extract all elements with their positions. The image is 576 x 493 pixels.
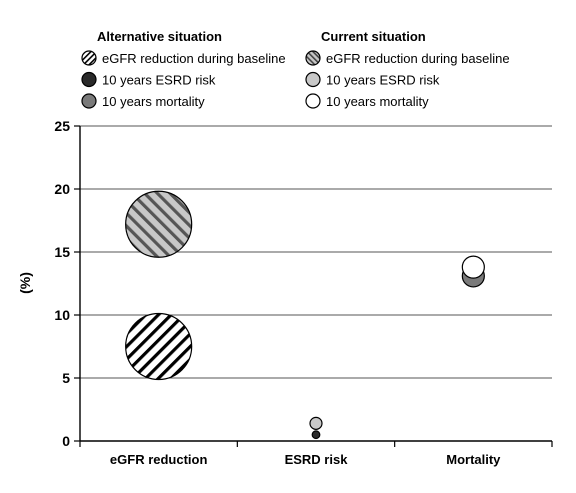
legend-group-title: Alternative situation xyxy=(97,29,222,44)
y-tick-labels: 0 5 10 15 20 25 xyxy=(54,118,70,449)
category-label: Mortality xyxy=(446,452,501,467)
y-tick-label: 10 xyxy=(54,307,70,323)
category-labels: eGFR reduction ESRD risk Mortality xyxy=(110,452,501,467)
legend-marker-hatch-white xyxy=(81,50,97,66)
category-label: ESRD risk xyxy=(285,452,349,467)
data-point-mortality-white xyxy=(461,255,485,279)
legend-entry-label: 10 years ESRD risk xyxy=(326,73,440,88)
legend-marker-light-gray xyxy=(305,71,321,88)
legend: Alternative situation eGFR reduction duri… xyxy=(81,29,510,109)
data-point-esrd-risk-dark xyxy=(311,430,321,440)
legend-marker-dark xyxy=(81,71,97,88)
legend-marker-white xyxy=(305,93,321,109)
legend-entry-label: 10 years ESRD risk xyxy=(102,73,216,88)
y-tick-label: 20 xyxy=(54,181,70,197)
y-tick-label: 15 xyxy=(54,244,70,260)
y-axis-label: (%) xyxy=(17,272,33,294)
data-point-esrd-risk-light-gray xyxy=(309,416,323,430)
legend-marker-hatch-gray xyxy=(305,50,321,66)
legend-marker-mid-gray xyxy=(81,93,97,109)
category-label: eGFR reduction xyxy=(110,452,208,467)
data-point-egfr-reduction-hatch-white xyxy=(125,312,193,381)
y-tick-label: 0 xyxy=(62,433,70,449)
legend-group-title: Current situation xyxy=(321,29,426,44)
legend-entry-label: 10 years mortality xyxy=(102,94,205,109)
y-tick-label: 25 xyxy=(54,118,70,134)
data-point-egfr-reduction-hatch-gray xyxy=(125,190,193,258)
data-points xyxy=(125,190,485,440)
y-tick-label: 5 xyxy=(62,370,70,386)
legend-entry-label: eGFR reduction during baseline xyxy=(326,51,510,66)
legend-entry-label: 10 years mortality xyxy=(326,94,429,109)
axes xyxy=(79,126,553,447)
legend-entry-label: eGFR reduction during baseline xyxy=(102,51,286,66)
